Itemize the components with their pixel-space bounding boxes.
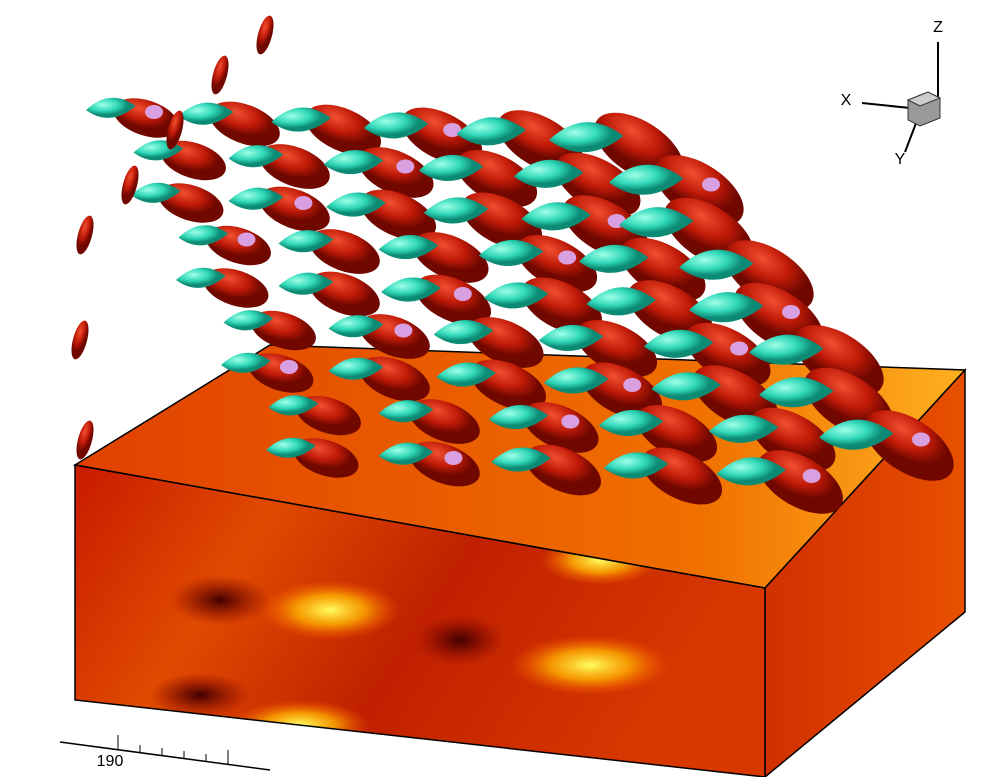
y-label: Y: [895, 151, 906, 168]
page: Z X Y 190 (() => { const data = JSON.par…: [0, 0, 988, 777]
violet-core: [730, 342, 748, 356]
violet-core: [558, 251, 576, 265]
ruler-tick-label: 190: [97, 753, 124, 770]
violet-core: [145, 105, 163, 119]
red-vortex: [253, 14, 277, 56]
red-vortex: [208, 54, 232, 96]
violet-core: [702, 178, 720, 192]
x-label: X: [841, 92, 852, 109]
violet-core: [782, 305, 800, 319]
red-vortex: [73, 214, 97, 256]
violet-core: [561, 415, 579, 429]
red-vortex: [68, 319, 92, 361]
violet-core: [623, 378, 641, 392]
axes-triad: Z X Y: [841, 19, 943, 168]
violet-core: [396, 160, 414, 174]
violet-core: [280, 360, 298, 374]
violet-core: [238, 233, 256, 247]
violet-core: [294, 196, 312, 210]
visualization: Z X Y 190: [0, 0, 988, 777]
violet-core: [803, 469, 821, 483]
z-label: Z: [933, 19, 943, 36]
violet-core: [454, 287, 472, 301]
red-vortex: [118, 164, 142, 206]
violet-core: [912, 433, 930, 447]
violet-core: [444, 451, 462, 465]
violet-core: [394, 324, 412, 338]
axis-ruler: 190: [60, 735, 270, 770]
